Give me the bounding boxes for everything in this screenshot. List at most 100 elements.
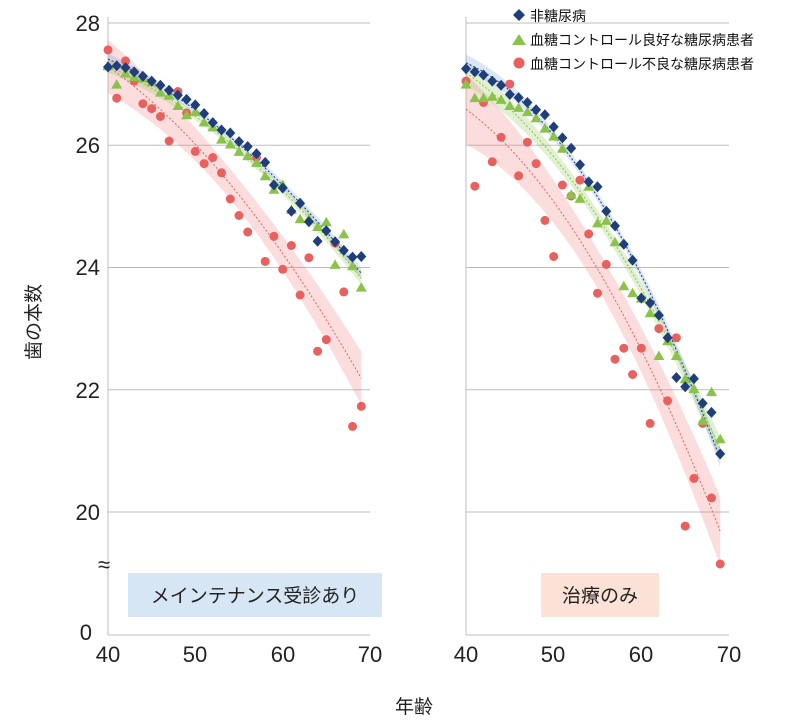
poor-control-point (164, 136, 174, 146)
poor-control-point (645, 418, 655, 428)
poor-control-point (225, 194, 235, 204)
poor-control-point (286, 241, 296, 250)
panel-label-left-background (128, 573, 382, 617)
x-tick-label: 40 (96, 642, 120, 667)
poor-control-point (217, 168, 226, 178)
non-diabetic-point (103, 61, 113, 73)
good-control-point (670, 350, 682, 360)
poor-control-confidence-band (466, 74, 721, 567)
x-tick-label: 60 (271, 642, 295, 667)
non-diabetic-point (347, 251, 358, 263)
good-control-point (198, 117, 210, 127)
good-control-point (355, 282, 367, 292)
non-diabetic-point (715, 448, 726, 460)
non-diabetic-point (496, 79, 507, 91)
poor-control-point (260, 256, 270, 266)
poor-control-point (540, 215, 550, 225)
good-control-point (294, 213, 306, 224)
poor-control-point (103, 45, 113, 55)
non-diabetic-point (531, 104, 542, 116)
poor-control-point (549, 252, 559, 261)
good-control-point (679, 373, 691, 384)
non-diabetic-point (601, 205, 612, 217)
non-diabetic-point (111, 60, 122, 72)
good-control-point (338, 228, 350, 239)
data-points (102, 45, 726, 569)
non-diabetic-point (207, 117, 218, 129)
y-tick-label-zero: 0 (80, 620, 92, 645)
non-diabetic-point (697, 397, 708, 409)
legend-circle-marker (513, 57, 525, 69)
good-control-point (460, 79, 472, 89)
good-control-point (495, 94, 507, 104)
good-control-point (706, 386, 717, 397)
good-control-point (486, 91, 498, 101)
good-control-point (688, 383, 700, 393)
good-control-point (478, 92, 489, 103)
good-control-point (172, 100, 184, 110)
poor-control-point (654, 324, 664, 334)
good-control-point (609, 236, 621, 247)
x-axis-title: 年齢 (395, 696, 433, 718)
non-diabetic-point (260, 156, 271, 168)
y-axis-title: 歯の本数 (23, 284, 45, 360)
non-diabetic-point (164, 84, 175, 96)
y-tick-label: 20 (76, 500, 100, 525)
poor-control-trend-line (465, 108, 721, 532)
good-control-point (181, 109, 193, 120)
panel-label-left: メインテナンス受診あり (128, 573, 382, 617)
poor-control-point (190, 146, 200, 156)
non-diabetic-point (234, 136, 244, 148)
poor-control-point (313, 346, 323, 356)
poor-control-point (505, 79, 515, 89)
poor-control-point (138, 99, 148, 109)
non-diabetic-point (295, 197, 306, 209)
poor-control-point (121, 56, 130, 66)
good-control-point (469, 92, 481, 103)
good-control-point (592, 217, 603, 228)
panel-label-left-text: メインテナンス受診あり (151, 585, 360, 607)
non-diabetic-point (312, 235, 323, 247)
poor-control-point (671, 333, 681, 343)
non-diabetic-point (469, 66, 480, 78)
non-diabetic-point (129, 66, 140, 78)
good-control-point (556, 143, 568, 153)
poor-control-point (208, 153, 218, 162)
good-control-point (513, 102, 525, 112)
legend: 非糖尿病 血糖コントロール良好な糖尿病患者 血糖コントロール不良な糖尿病患者 (512, 9, 754, 73)
poor-control-point (584, 229, 594, 239)
good-control-confidence-band (466, 60, 721, 462)
legend-diamond-marker (513, 9, 525, 21)
non-diabetic-point (504, 89, 515, 100)
non-diabetic-point (225, 127, 236, 139)
poor-control-point (496, 132, 506, 142)
poor-control-point (243, 227, 253, 237)
non-diabetic-point (653, 309, 664, 321)
non-diabetic-point (557, 132, 568, 144)
non-diabetic-point (610, 220, 620, 232)
non-diabetic-point (338, 244, 349, 256)
good-control-point (618, 280, 630, 291)
poor-control-point (234, 211, 244, 220)
poor-control-point (531, 159, 541, 169)
poor-control-point (356, 401, 366, 411)
non-diabetic-point (216, 124, 227, 136)
panel-label-right: 治療のみ (541, 573, 659, 617)
good-control-point (320, 216, 332, 227)
non-diabetic-point (268, 179, 279, 191)
non-diabetic-point (172, 89, 183, 101)
non-diabetic-point (592, 181, 603, 193)
good-control-point (653, 350, 665, 360)
non-diabetic-point (356, 251, 367, 262)
y-tick-label: 22 (76, 378, 100, 403)
good-control-point (329, 259, 341, 269)
non-diabetic-point (199, 108, 210, 119)
poor-control-confidence-band (108, 39, 362, 405)
non-diabetic-point (155, 79, 166, 91)
axis-break-symbol: ≈ (98, 552, 110, 577)
poor-control-trend-line (107, 66, 362, 379)
y-tick-labels: 20 22 24 26 28 0 ≈ (76, 11, 111, 645)
non-diabetic-point (303, 216, 314, 228)
good-control-point (259, 170, 271, 181)
poor-control-point (636, 343, 646, 353)
